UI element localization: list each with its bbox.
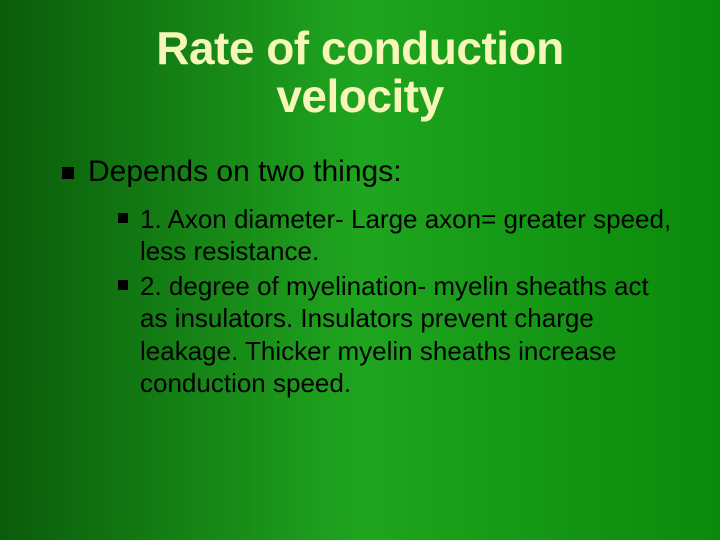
slide-title: Rate of conduction velocity [40,24,680,121]
title-line2: velocity [40,72,680,120]
sub-bullet-text: 1. Axon diameter- Large axon= greater sp… [140,203,680,268]
title-line1: Rate of conduction [40,24,680,72]
sub-bullet-text: 2. degree of myelination- myelin sheaths… [140,270,680,400]
slide: Rate of conduction velocity Depends on t… [0,0,720,540]
sub-bullet: 2. degree of myelination- myelin sheaths… [118,270,680,400]
main-list: Depends on two things: 1. Axon diameter-… [40,155,680,400]
main-bullet-text: Depends on two things: [88,155,402,188]
sub-list: 1. Axon diameter- Large axon= greater sp… [88,203,680,400]
main-bullet: Depends on two things: 1. Axon diameter-… [62,155,680,400]
sub-bullet: 1. Axon diameter- Large axon= greater sp… [118,203,680,268]
